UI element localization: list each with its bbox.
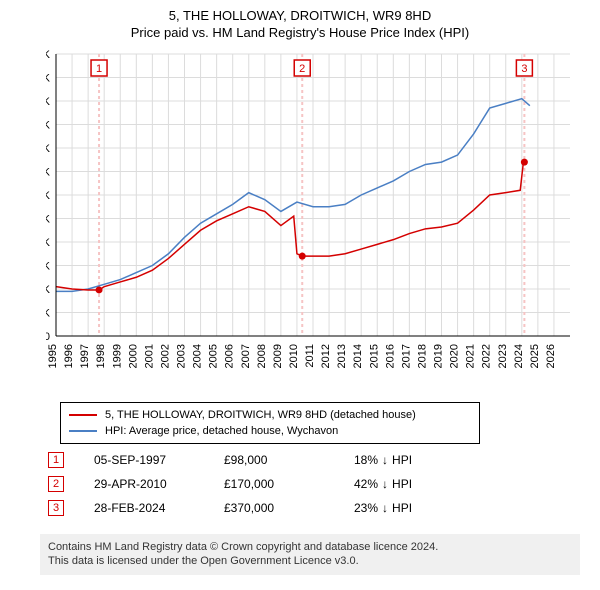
arrow-down-icon: ↓ — [382, 501, 388, 515]
svg-text:2023: 2023 — [497, 344, 509, 368]
svg-text:1997: 1997 — [79, 344, 91, 368]
svg-text:2012: 2012 — [320, 344, 332, 368]
price-chart: £0 £50K £100K £150K £200K £250K £300K £350K £400… — [46, 50, 576, 360]
svg-text:£400K: £400K — [46, 143, 51, 155]
sale-diff: 23%↓HPI — [354, 501, 484, 515]
svg-text:2006: 2006 — [224, 344, 236, 368]
svg-text:2025: 2025 — [529, 344, 541, 368]
svg-text:2001: 2001 — [143, 344, 155, 368]
svg-text:1: 1 — [96, 63, 102, 75]
arrow-down-icon: ↓ — [382, 453, 388, 467]
svg-text:£600K: £600K — [46, 50, 51, 61]
svg-text:2009: 2009 — [272, 344, 284, 368]
svg-text:2003: 2003 — [176, 344, 188, 368]
svg-text:2021: 2021 — [465, 344, 477, 368]
chart-title-sub: Price paid vs. HM Land Registry's House … — [0, 25, 600, 40]
sale-marker-2: 2 — [48, 476, 64, 492]
svg-text:£50K: £50K — [46, 308, 51, 320]
svg-text:1996: 1996 — [63, 344, 75, 368]
sale-price: £170,000 — [224, 477, 354, 491]
svg-text:1999: 1999 — [111, 344, 123, 368]
legend-box: 5, THE HOLLOWAY, DROITWICH, WR9 8HD (det… — [60, 402, 480, 444]
chart-title-address: 5, THE HOLLOWAY, DROITWICH, WR9 8HD — [0, 8, 600, 23]
svg-text:£500K: £500K — [46, 96, 51, 108]
svg-text:2022: 2022 — [481, 344, 493, 368]
sale-price: £370,000 — [224, 501, 354, 515]
sales-table: 1 05-SEP-1997£98,00018%↓HPI 2 29-APR-2010£1… — [40, 448, 560, 520]
svg-text:2019: 2019 — [433, 344, 445, 368]
legend-label-hpi: HPI: Average price, detached house, Wych… — [105, 425, 338, 437]
svg-text:2018: 2018 — [416, 344, 428, 368]
svg-text:2014: 2014 — [352, 344, 364, 368]
svg-text:2002: 2002 — [159, 344, 171, 368]
sale-row: 2 29-APR-2010£170,00042%↓HPI — [40, 472, 560, 496]
svg-text:2005: 2005 — [208, 344, 220, 368]
svg-text:2013: 2013 — [336, 344, 348, 368]
footer-attribution: Contains HM Land Registry data © Crown c… — [40, 534, 580, 575]
svg-text:£300K: £300K — [46, 190, 51, 202]
svg-text:£150K: £150K — [46, 261, 51, 273]
arrow-down-icon: ↓ — [382, 477, 388, 491]
svg-text:£350K: £350K — [46, 167, 51, 179]
sale-price: £98,000 — [224, 453, 354, 467]
svg-text:£550K: £550K — [46, 73, 51, 85]
legend-item-hpi: HPI: Average price, detached house, Wych… — [69, 423, 471, 439]
svg-text:£450K: £450K — [46, 120, 51, 132]
svg-text:2020: 2020 — [449, 344, 461, 368]
legend-swatch-property — [69, 414, 97, 416]
svg-text:3: 3 — [521, 63, 527, 75]
svg-text:2010: 2010 — [288, 344, 300, 368]
svg-text:2016: 2016 — [384, 344, 396, 368]
svg-text:£0: £0 — [46, 331, 50, 343]
svg-text:2011: 2011 — [304, 344, 316, 368]
svg-text:2008: 2008 — [256, 344, 268, 368]
sale-diff: 42%↓HPI — [354, 477, 484, 491]
sale-date: 29-APR-2010 — [94, 477, 224, 491]
svg-text:2024: 2024 — [513, 344, 525, 368]
sale-marker-3: 3 — [48, 500, 64, 516]
svg-text:2026: 2026 — [545, 344, 557, 368]
svg-text:1998: 1998 — [95, 344, 107, 368]
svg-text:2007: 2007 — [240, 344, 252, 368]
footer-line-1: Contains HM Land Registry data © Crown c… — [48, 540, 572, 554]
svg-text:2000: 2000 — [127, 344, 139, 368]
legend-item-property: 5, THE HOLLOWAY, DROITWICH, WR9 8HD (det… — [69, 407, 471, 423]
sale-marker-1: 1 — [48, 452, 64, 468]
legend-label-property: 5, THE HOLLOWAY, DROITWICH, WR9 8HD (det… — [105, 409, 416, 421]
sale-date: 28-FEB-2024 — [94, 501, 224, 515]
svg-text:2017: 2017 — [400, 344, 412, 368]
svg-text:2: 2 — [299, 63, 305, 75]
sale-date: 05-SEP-1997 — [94, 453, 224, 467]
svg-text:2004: 2004 — [192, 344, 204, 368]
svg-text:2015: 2015 — [368, 344, 380, 368]
svg-text:1995: 1995 — [47, 344, 59, 368]
footer-line-2: This data is licensed under the Open Gov… — [48, 554, 572, 568]
svg-text:£250K: £250K — [46, 214, 51, 226]
sale-diff: 18%↓HPI — [354, 453, 484, 467]
legend-swatch-hpi — [69, 430, 97, 432]
svg-text:£100K: £100K — [46, 284, 51, 296]
svg-text:£200K: £200K — [46, 237, 51, 249]
sale-row: 1 05-SEP-1997£98,00018%↓HPI — [40, 448, 560, 472]
sale-row: 3 28-FEB-2024£370,00023%↓HPI — [40, 496, 560, 520]
